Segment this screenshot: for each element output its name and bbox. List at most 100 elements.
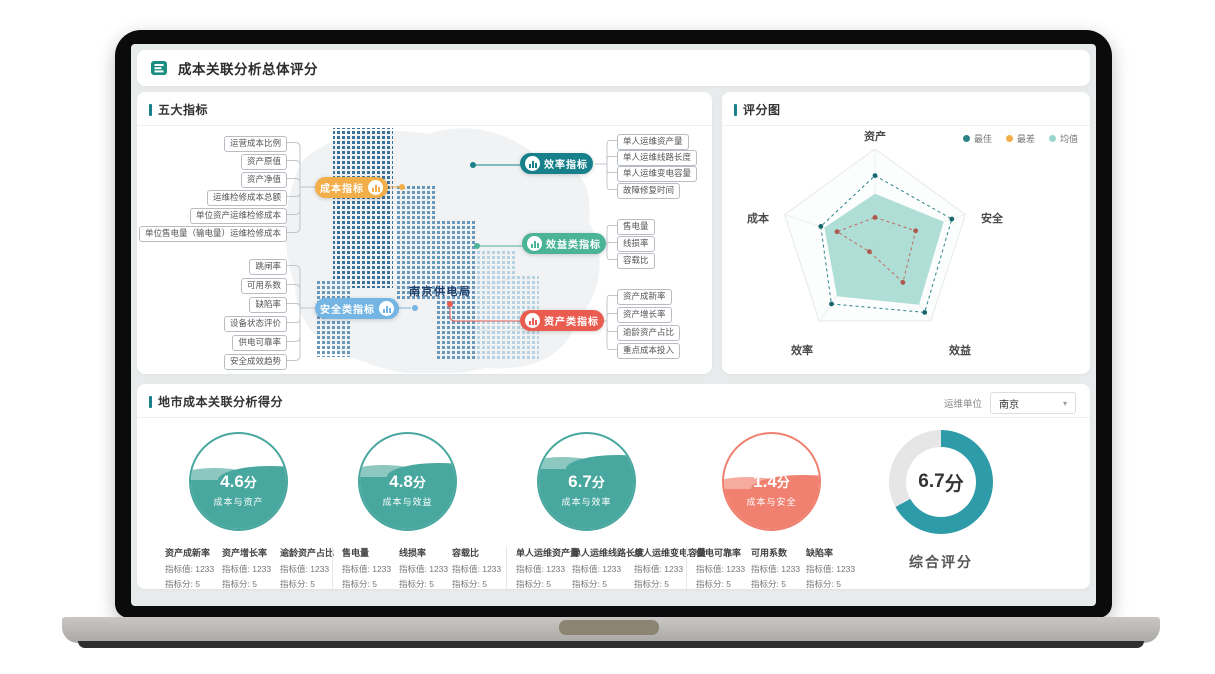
pill-safety-indicator[interactable]: 安全类指标: [315, 298, 399, 319]
indicator-node[interactable]: 故障修复时间: [617, 183, 681, 199]
metric-column: 单人运维资产量 指标值: 1233 指标分: 5: [516, 548, 580, 589]
radar-axis-label: 安全: [981, 213, 1003, 225]
panel-score-radar-header: 评分图: [722, 92, 1090, 126]
legend-item-mean[interactable]: 均值: [1048, 132, 1078, 145]
radar-chart: 最佳 最差 均值: [722, 126, 1090, 373]
app-logo-icon: [151, 61, 167, 75]
legend-item-best[interactable]: 最佳: [962, 132, 992, 145]
building: [475, 251, 515, 361]
radar-plot: [784, 148, 966, 322]
radar-legend: 最佳 最差 均值: [962, 132, 1078, 145]
pill-cost-indicator[interactable]: 成本指标: [315, 177, 388, 198]
bar-chart-icon: [525, 313, 540, 328]
panel-score-radar: 评分图 最佳 最差: [722, 92, 1090, 374]
laptop-bezel: 成本关联分析总体评分 五大指标: [115, 30, 1112, 618]
laptop-screen: 成本关联分析总体评分 五大指标: [131, 44, 1096, 606]
laptop-base-notch: [559, 620, 659, 635]
gauge-cost-safety: 1.4分 成本与安全: [722, 432, 821, 531]
metric-column: 单人运维变电容量 指标值: 1233 指标分: 5: [634, 548, 707, 589]
indicator-node[interactable]: 单人运维线路长度: [617, 150, 698, 166]
legend-item-worst[interactable]: 最差: [1005, 132, 1035, 145]
indicator-node[interactable]: 单人运维资产量: [617, 134, 689, 150]
metric-column: 线损率 指标值: 1233 指标分: 5: [399, 548, 449, 589]
indicator-node[interactable]: 售电量: [617, 219, 655, 235]
map-city-label: 南京供电局: [409, 286, 472, 298]
metric-column: 逾龄资产占比 指标值: 1233 指标分: 5: [280, 548, 335, 589]
gauge-cost-benefit: 4.8分 成本与效益: [358, 432, 457, 531]
indicator-mindmap: 运营成本比例 资产原值 资产净值 运维检修成本总额 单位资产运维检修成本 单位售…: [137, 126, 712, 373]
laptop-base-strip: [78, 641, 1144, 648]
indicator-node[interactable]: 跳闸率: [249, 259, 287, 275]
metric-group-asset: 资产成新率 指标值: 1233 指标分: 5 资产增长率 指标值: 1233 指…: [165, 546, 342, 589]
indicator-node[interactable]: 资产成新率: [617, 289, 672, 305]
indicator-node[interactable]: 资产增长率: [617, 307, 672, 323]
pill-label: 资产类指标: [544, 317, 599, 328]
pill-label: 效益类指标: [546, 240, 601, 251]
building: [395, 186, 435, 301]
metric-column: 缺陷率 指标值: 1233 指标分: 5: [806, 548, 856, 589]
donut-hole: [906, 447, 976, 517]
radar-axis-label: 效率: [791, 345, 813, 357]
indicator-node[interactable]: 重点成本投入: [617, 343, 681, 359]
panel-title: 地市成本关联分析得分: [158, 395, 284, 409]
indicator-node[interactable]: 供电可靠率: [232, 335, 287, 351]
gauge-label: 成本与资产: [213, 496, 264, 507]
gauge-cost-efficiency: 6.7分 成本与效率: [537, 432, 636, 531]
gauge-label: 成本与效率: [561, 496, 612, 507]
metric-column: 资产增长率 指标值: 1233 指标分: 5: [222, 548, 272, 589]
indicator-node[interactable]: 运营成本比例: [223, 136, 287, 152]
bar-chart-icon: [368, 180, 383, 195]
metric-column: 容载比 指标值: 1233 指标分: 5: [452, 548, 502, 589]
building: [317, 281, 351, 357]
indicator-node[interactable]: 单位售电量（输电量）运维检修成本: [138, 226, 287, 242]
app-header: 成本关联分析总体评分: [137, 50, 1090, 86]
indicator-node[interactable]: 设备状态评价: [223, 316, 287, 332]
pill-efficiency-indicator[interactable]: 效率指标: [520, 153, 593, 174]
bar-chart-icon: [527, 236, 542, 251]
liquid-gauge: 1.4分 成本与安全: [722, 432, 821, 531]
indicator-node[interactable]: 可用系数: [240, 278, 287, 294]
indicator-node[interactable]: 运维检修成本总额: [206, 190, 287, 206]
radar-axis-label: 资产: [864, 131, 886, 143]
pill-label: 成本指标: [320, 184, 364, 195]
indicator-node[interactable]: 线损率: [617, 236, 655, 252]
indicator-node[interactable]: 缺陷率: [249, 297, 287, 313]
title-accent-bar: [149, 395, 152, 408]
panel-five-indicators: 五大指标: [137, 92, 712, 374]
indicator-node[interactable]: 单人运维变电容量: [617, 166, 698, 182]
title-accent-bar: [149, 103, 152, 116]
gauge-cost-asset: 4.6分 成本与资产: [189, 432, 288, 531]
indicator-node[interactable]: 逾龄资产占比: [617, 325, 681, 341]
metric-group-safety: 供电可靠率 指标值: 1233 指标分: 5 可用系数 指标值: 1233 指标…: [686, 546, 861, 589]
unit-select-label: 运维单位: [943, 399, 982, 410]
metric-column: 单人运维线路长度 指标值: 1233 指标分: 5: [572, 548, 645, 589]
liquid-gauge: 6.7分 成本与效率: [537, 432, 636, 531]
gauge-label: 成本与安全: [746, 496, 797, 507]
title-accent-bar: [734, 103, 737, 116]
radar-axis-label: 效益: [949, 345, 971, 357]
panel-city-scores: 地市成本关联分析得分 运维单位 南京 ▾: [137, 384, 1090, 589]
indicator-node[interactable]: 资产净值: [240, 172, 287, 188]
pill-asset-indicator[interactable]: 资产类指标: [520, 310, 604, 331]
unit-select-dropdown[interactable]: 南京 ▾: [990, 392, 1076, 414]
indicator-node[interactable]: 安全成效趋势: [223, 354, 287, 370]
panel-five-indicators-header: 五大指标: [137, 92, 712, 126]
metric-column: 可用系数 指标值: 1233 指标分: 5: [751, 548, 801, 589]
indicator-node[interactable]: 单位资产运维检修成本: [189, 208, 287, 224]
liquid-gauge: 4.6分 成本与资产: [189, 432, 288, 531]
building: [333, 128, 393, 288]
metric-group-benefit: 售电量 指标值: 1233 指标分: 5 线损率 指标值: 1233 指标分: …: [332, 546, 506, 589]
indicator-node[interactable]: 容载比: [617, 253, 655, 269]
unit-select-value: 南京: [999, 399, 1019, 411]
pill-benefit-indicator[interactable]: 效益类指标: [522, 233, 606, 254]
laptop-base: [62, 617, 1160, 648]
bar-chart-icon: [525, 156, 540, 171]
metric-group-efficiency: 单人运维资产量 指标值: 1233 指标分: 5 单人运维线路长度 指标值: 1…: [506, 546, 707, 589]
building: [437, 221, 475, 359]
liquid-gauge: 4.8分 成本与效益: [358, 432, 457, 531]
bar-chart-icon: [379, 301, 394, 316]
legend-dot: [1005, 135, 1013, 142]
chevron-down-icon: ▾: [1062, 398, 1067, 408]
indicator-node[interactable]: 资产原值: [240, 154, 287, 170]
